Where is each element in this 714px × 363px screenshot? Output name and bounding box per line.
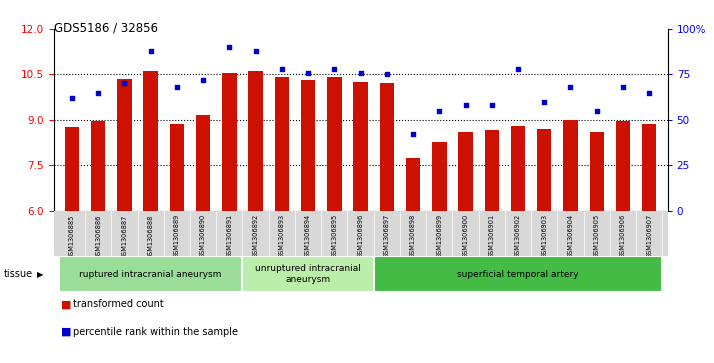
Point [145, 48, 156, 54]
Point [276, 66, 288, 72]
Bar [248, 72, 263, 211]
Text: GSM1306904: GSM1306904 [568, 214, 573, 258]
Point [328, 66, 340, 72]
Point [119, 81, 130, 86]
Bar [222, 73, 236, 211]
Text: GSM1306907: GSM1306907 [646, 214, 652, 258]
Text: GSM1306906: GSM1306906 [620, 214, 626, 258]
Point [302, 70, 313, 76]
Point [250, 48, 261, 54]
Text: GSM1306886: GSM1306886 [95, 214, 101, 258]
Bar [353, 82, 368, 211]
Text: ■: ■ [61, 299, 71, 310]
Bar [485, 130, 499, 211]
Point [92, 90, 104, 95]
Point [538, 99, 550, 105]
Bar [91, 121, 106, 211]
Point [565, 84, 576, 90]
Bar [65, 127, 79, 211]
Text: GSM1306900: GSM1306900 [463, 214, 468, 258]
Bar [563, 120, 578, 211]
Text: GSM1306898: GSM1306898 [410, 214, 416, 258]
Point [433, 108, 445, 114]
Point [66, 95, 78, 101]
Bar [373, 256, 663, 292]
Point [591, 108, 603, 114]
Point [618, 84, 629, 90]
Text: GSM1306889: GSM1306889 [174, 214, 180, 258]
Point [197, 77, 208, 83]
Text: GSM1306892: GSM1306892 [253, 214, 258, 258]
Text: GSM1306896: GSM1306896 [358, 214, 363, 258]
Point [408, 131, 419, 137]
Text: GSM1306891: GSM1306891 [226, 214, 232, 258]
Text: tissue: tissue [4, 269, 33, 279]
Point [223, 44, 235, 50]
Text: GSM1306905: GSM1306905 [594, 214, 600, 258]
Point [486, 102, 498, 108]
Text: GSM1306893: GSM1306893 [279, 214, 285, 258]
Text: ■: ■ [61, 327, 71, 337]
Point [460, 102, 471, 108]
Bar [537, 129, 551, 211]
Bar [406, 158, 421, 211]
Bar [458, 132, 473, 211]
Bar [59, 256, 243, 292]
Bar [117, 79, 131, 211]
Text: GSM1306895: GSM1306895 [331, 214, 337, 258]
Text: unruptured intracranial
aneurysm: unruptured intracranial aneurysm [255, 264, 361, 284]
Text: GSM1306899: GSM1306899 [436, 214, 442, 258]
Point [355, 70, 366, 76]
Text: GSM1306902: GSM1306902 [515, 214, 521, 258]
Bar [615, 121, 630, 211]
Text: GSM1306885: GSM1306885 [69, 214, 75, 258]
Bar [590, 132, 604, 211]
Text: transformed count: transformed count [73, 299, 164, 310]
Bar [243, 256, 373, 292]
Bar [275, 77, 289, 211]
Text: ruptured intracranial aneurysm: ruptured intracranial aneurysm [79, 270, 222, 278]
Bar [327, 77, 341, 211]
Bar [432, 143, 446, 211]
Text: GSM1306903: GSM1306903 [541, 214, 547, 258]
Text: GSM1306901: GSM1306901 [489, 214, 495, 258]
Bar [144, 72, 158, 211]
Text: GSM1306897: GSM1306897 [384, 214, 390, 258]
Point [381, 72, 393, 77]
Bar [170, 125, 184, 211]
Bar [301, 81, 316, 211]
Text: percentile rank within the sample: percentile rank within the sample [73, 327, 238, 337]
Point [643, 90, 655, 95]
Point [513, 66, 524, 72]
Text: GDS5186 / 32856: GDS5186 / 32856 [54, 22, 158, 35]
Bar [380, 83, 394, 211]
Bar [511, 126, 526, 211]
Point [171, 84, 183, 90]
Bar [196, 115, 211, 211]
Text: GSM1306887: GSM1306887 [121, 214, 127, 258]
Text: ▶: ▶ [37, 270, 44, 278]
Text: GSM1306888: GSM1306888 [148, 214, 154, 258]
Text: GSM1306890: GSM1306890 [200, 214, 206, 258]
Text: GSM1306894: GSM1306894 [305, 214, 311, 258]
Text: superficial temporal artery: superficial temporal artery [457, 270, 579, 278]
Bar [642, 125, 656, 211]
